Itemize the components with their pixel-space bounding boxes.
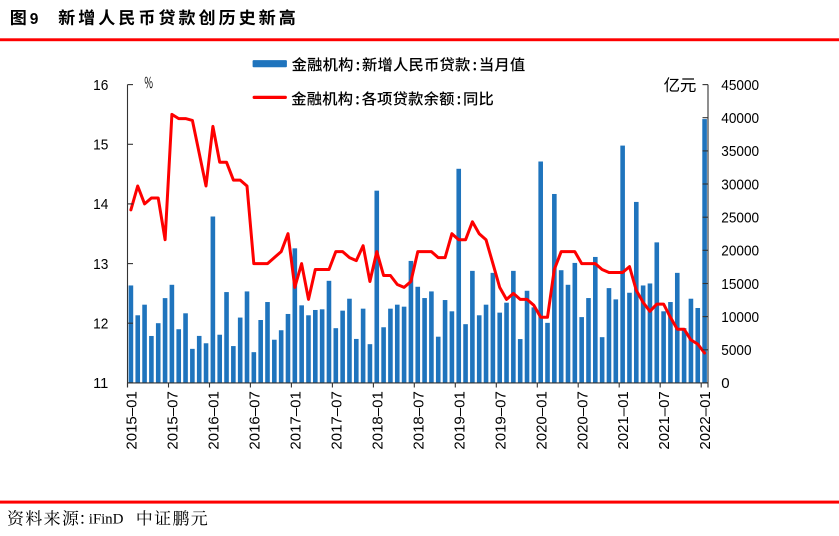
svg-text:2016–01: 2016–01 (206, 391, 223, 449)
svg-text:2016–07: 2016–07 (246, 391, 263, 449)
svg-text:2017–01: 2017–01 (287, 391, 304, 449)
svg-text:2019–01: 2019–01 (451, 391, 468, 449)
svg-text:2017–07: 2017–07 (328, 391, 345, 449)
svg-text:15000: 15000 (721, 276, 759, 293)
svg-text:0: 0 (721, 375, 729, 392)
svg-text:2021–01: 2021–01 (615, 391, 632, 449)
svg-text:40000: 40000 (721, 110, 759, 127)
svg-text:2018–07: 2018–07 (410, 391, 427, 449)
svg-text:9: 9 (30, 11, 39, 28)
svg-text:25000: 25000 (721, 210, 759, 227)
svg-text:45000: 45000 (721, 77, 759, 94)
svg-text:20000: 20000 (721, 243, 759, 260)
svg-text:15: 15 (93, 137, 108, 154)
svg-text:30000: 30000 (721, 176, 759, 193)
svg-text:35000: 35000 (721, 143, 759, 160)
svg-text:16: 16 (93, 77, 108, 94)
svg-text:2022–01: 2022–01 (697, 391, 714, 449)
svg-text:12: 12 (93, 316, 108, 333)
svg-text:2020–07: 2020–07 (574, 391, 591, 449)
svg-text:iFinD: iFinD (89, 512, 124, 528)
svg-text:10000: 10000 (721, 309, 759, 326)
svg-text:14: 14 (93, 196, 108, 213)
svg-text:5000: 5000 (721, 342, 751, 359)
svg-text:2015–07: 2015–07 (165, 391, 182, 449)
svg-text:2019–07: 2019–07 (492, 391, 509, 449)
svg-text:2020–01: 2020–01 (533, 391, 550, 449)
svg-text:13: 13 (93, 256, 108, 273)
svg-text:2018–01: 2018–01 (369, 391, 386, 449)
svg-text:11: 11 (93, 375, 108, 392)
svg-text:2021–07: 2021–07 (656, 391, 673, 449)
svg-text:2015–01: 2015–01 (124, 391, 141, 449)
